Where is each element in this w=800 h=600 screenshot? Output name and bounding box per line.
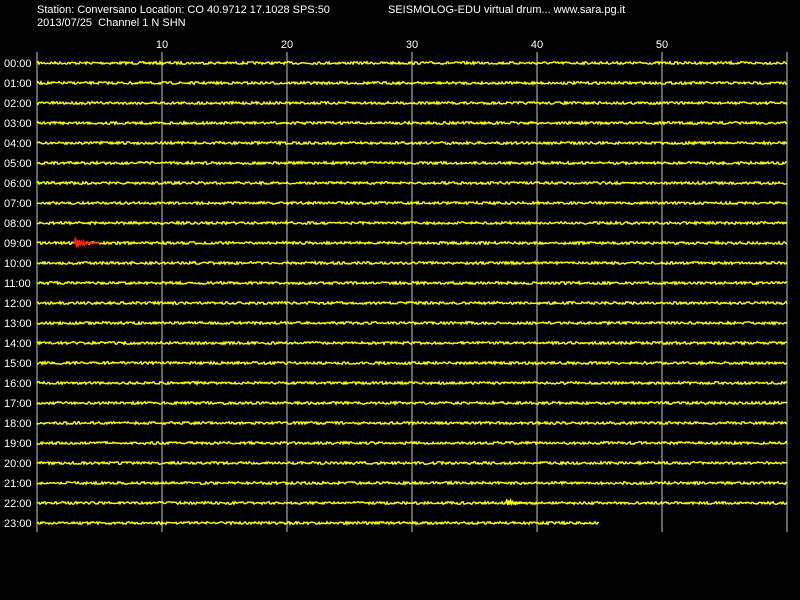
hour-label: 12:00 bbox=[4, 298, 32, 310]
hour-label: 19:00 bbox=[4, 438, 32, 450]
trace-line bbox=[36, 400, 788, 407]
trace-line bbox=[36, 340, 788, 346]
x-tick-label: 50 bbox=[656, 39, 668, 51]
hour-label: 04:00 bbox=[4, 138, 32, 150]
trace-line bbox=[36, 260, 788, 266]
hour-label: 16:00 bbox=[4, 378, 32, 390]
trace-line bbox=[36, 200, 788, 206]
hour-label: 21:00 bbox=[4, 478, 32, 490]
hour-label: 03:00 bbox=[4, 118, 32, 130]
trace-line bbox=[36, 300, 788, 306]
station-info: Station: Conversano Location: CO 40.9712… bbox=[37, 4, 330, 16]
hour-label: 08:00 bbox=[4, 218, 32, 230]
hour-label: 13:00 bbox=[4, 318, 32, 330]
trace-line bbox=[36, 500, 788, 506]
x-tick-label: 20 bbox=[281, 39, 293, 51]
trace-line bbox=[36, 380, 788, 387]
x-tick-label: 40 bbox=[531, 39, 543, 51]
hour-label: 02:00 bbox=[4, 98, 32, 110]
trace-line bbox=[36, 420, 788, 426]
trace-line bbox=[36, 139, 788, 147]
trace-line bbox=[36, 459, 788, 466]
hour-label: 23:00 bbox=[4, 518, 32, 530]
hour-label: 00:00 bbox=[4, 58, 32, 70]
hour-label: 22:00 bbox=[4, 498, 32, 510]
trace-line bbox=[36, 320, 788, 326]
trace-line bbox=[36, 480, 788, 486]
trace-line bbox=[36, 519, 600, 526]
hour-label: 18:00 bbox=[4, 418, 32, 430]
hour-label: 14:00 bbox=[4, 338, 32, 350]
hour-label: 09:00 bbox=[4, 238, 32, 250]
x-tick-label: 30 bbox=[406, 39, 418, 51]
trace-line bbox=[36, 59, 788, 67]
trace-line bbox=[36, 360, 788, 367]
hour-label: 17:00 bbox=[4, 398, 32, 410]
software-title: SEISMOLOG-EDU virtual drum... www.sara.p… bbox=[388, 4, 626, 16]
trace-line bbox=[36, 159, 788, 167]
trace-line bbox=[36, 280, 788, 287]
trace-line bbox=[36, 180, 788, 187]
hour-label: 06:00 bbox=[4, 178, 32, 190]
hour-label: 11:00 bbox=[4, 278, 31, 290]
x-tick-label: 10 bbox=[156, 39, 168, 51]
hour-label: 15:00 bbox=[4, 358, 32, 370]
date-channel-info: 2013/07/25 Channel 1 N SHN bbox=[37, 17, 186, 29]
hour-label: 20:00 bbox=[4, 458, 32, 470]
trace-line bbox=[36, 440, 788, 446]
event-wave bbox=[505, 497, 525, 507]
trace-line bbox=[36, 79, 788, 86]
hour-label: 07:00 bbox=[4, 198, 32, 210]
hour-label: 05:00 bbox=[4, 158, 32, 170]
trace-line bbox=[36, 239, 788, 247]
trace-line bbox=[36, 119, 788, 126]
hour-label: 01:00 bbox=[4, 78, 32, 90]
event-wave bbox=[73, 237, 100, 248]
trace-line bbox=[36, 99, 788, 106]
trace-line bbox=[36, 220, 788, 227]
hour-label: 10:00 bbox=[4, 258, 32, 270]
